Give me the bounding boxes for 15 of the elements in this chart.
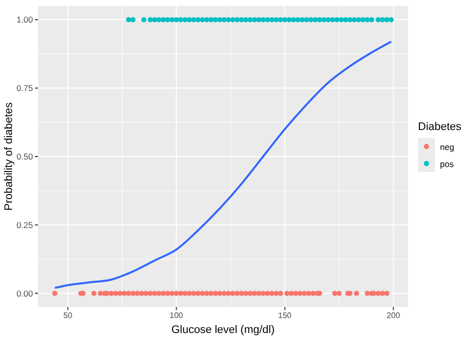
y-tick-label: 0.75 bbox=[16, 83, 34, 94]
y-tick-label: 1.00 bbox=[16, 14, 34, 25]
y-tick-label: 0.00 bbox=[16, 288, 34, 298]
legend-label: pos bbox=[440, 159, 454, 169]
y-tick-label: 0.25 bbox=[16, 220, 34, 230]
legend-title: Diabetes bbox=[418, 121, 462, 133]
line-series bbox=[54, 40, 392, 289]
legend-label: neg bbox=[440, 142, 454, 152]
x-tick-label: 100 bbox=[170, 311, 184, 320]
y-axis-title: Probability of diabetes bbox=[3, 102, 15, 211]
x-tick-label: 150 bbox=[278, 311, 292, 320]
x-tick-label: 50 bbox=[63, 311, 73, 320]
x-tick-label: 200 bbox=[386, 311, 401, 320]
x-axis-title: Glucose level (mg/dl) bbox=[171, 324, 275, 336]
y-tick-label: 0.50 bbox=[16, 152, 34, 162]
